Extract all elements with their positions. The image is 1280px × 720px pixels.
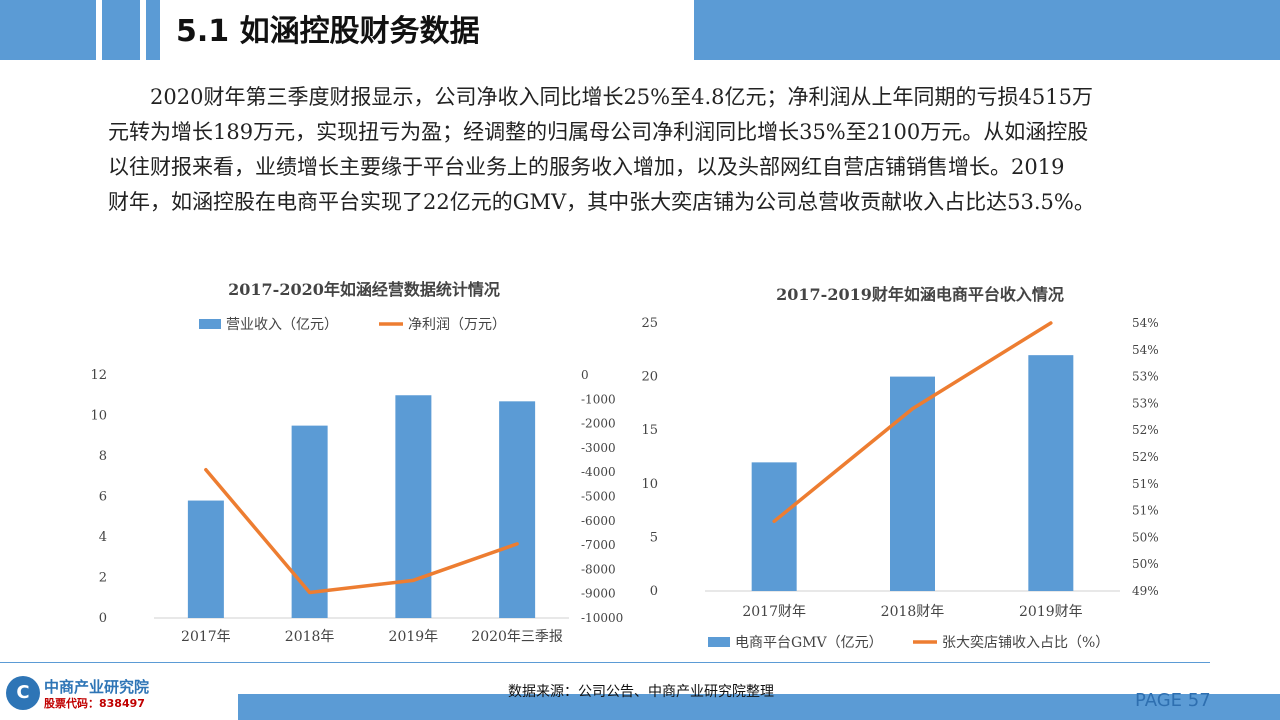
y-right-tick-label: -1000	[581, 392, 616, 406]
line-series	[772, 321, 1053, 524]
header-block-2	[102, 0, 140, 60]
y-right-tick-label: 52%	[1132, 450, 1159, 464]
y-left-tick-label: 15	[641, 423, 658, 438]
y-left-tick-label: 5	[650, 530, 658, 545]
y-left-tick-label: 12	[90, 368, 107, 383]
x-tick-label: 2018年	[285, 629, 335, 645]
y-right-tick-label: -9000	[581, 587, 616, 601]
bar	[751, 462, 797, 591]
y-left-tick-label: 4	[99, 530, 107, 545]
summary-paragraph: 2020财年第三季度财报显示，公司净收入同比增长25%至4.8亿元；净利润从上年…	[108, 80, 1203, 220]
company-logo-icon: C	[6, 676, 40, 710]
legend-bar-swatch	[199, 319, 221, 329]
y-right-tick-label: -2000	[581, 417, 616, 431]
y-left-tick-label: 10	[641, 477, 658, 492]
footer-divider	[0, 662, 1210, 663]
stock-code: 股票代码：838497	[44, 697, 145, 710]
x-tick-label: 2017财年	[742, 604, 806, 620]
y-right-tick-label: 49%	[1132, 584, 1159, 598]
bar	[395, 395, 432, 618]
y-right-tick-label: -6000	[581, 514, 616, 528]
chart-title: 2017-2020年如涵经营数据统计情况	[228, 280, 500, 299]
y-left-tick-label: 0	[99, 611, 107, 626]
y-left-tick-label: 10	[90, 409, 107, 424]
paragraph-line: 财年，如涵控股在电商平台实现了22亿元的GMV，其中张大奕店铺为公司总营收贡献收…	[108, 190, 1095, 214]
company-name: 中商产业研究院	[44, 678, 150, 696]
bar	[187, 500, 224, 618]
chart-title: 2017-2019财年如涵电商平台收入情况	[776, 285, 1064, 304]
bar	[291, 425, 328, 618]
footer-bar	[238, 694, 1280, 720]
y-right-tick-label: 50%	[1132, 530, 1159, 544]
page-number: PAGE 57	[1135, 690, 1211, 711]
y-right-tick-label: 50%	[1132, 557, 1159, 571]
y-right-tick-label: 0	[581, 368, 589, 382]
y-right-tick-label: -3000	[581, 441, 616, 455]
y-right-tick-label: 51%	[1132, 477, 1159, 491]
legend-label: 张大奕店铺收入占比（%）	[942, 635, 1109, 651]
y-right-tick-label: 53%	[1132, 370, 1159, 384]
y-right-tick-label: 51%	[1132, 504, 1159, 518]
data-source: 数据来源：公司公告、中商产业研究院整理	[508, 684, 774, 700]
y-right-tick-label: 54%	[1132, 343, 1159, 357]
y-right-tick-label: 53%	[1132, 396, 1159, 410]
page-title: 5.1 如涵控股财务数据	[176, 14, 480, 49]
y-right-tick-label: -5000	[581, 490, 616, 504]
y-left-tick-label: 2	[99, 571, 107, 586]
chart-operating-data: 2017-2020年如涵经营数据统计情况 0 2 4 6 8 10 12 0 -1000 -2000…	[90, 280, 623, 645]
y-left-tick-label: 25	[641, 316, 658, 331]
header-block-3	[146, 0, 160, 60]
legend-label: 净利润（万元）	[408, 317, 506, 333]
legend-label: 电商平台GMV（亿元）	[735, 635, 883, 651]
bar	[499, 401, 536, 618]
legend-label: 营业收入（亿元）	[226, 317, 338, 333]
x-tick-label: 2020年三季报	[471, 629, 563, 645]
legend-bar-swatch	[708, 637, 730, 647]
bar	[890, 376, 935, 591]
bar	[1028, 355, 1074, 591]
header-block-1	[0, 0, 96, 60]
chart-ecommerce-revenue: 2017-2019财年如涵电商平台收入情况 0 5 10 15 20 25 49% 50% 50%…	[641, 285, 1159, 651]
x-tick-label: 2018财年	[881, 604, 945, 620]
y-left-tick-label: 8	[99, 449, 107, 464]
y-right-tick-label: 54%	[1132, 316, 1159, 330]
y-right-tick-label: 52%	[1132, 423, 1159, 437]
y-left-tick-label: 6	[99, 490, 107, 505]
y-right-tick-label: -10000	[581, 611, 623, 625]
y-right-tick-label: -8000	[581, 562, 616, 576]
paragraph-line: 元转为增长189万元，实现扭亏为盈；经调整的归属母公司净利润同比增长35%至21…	[108, 120, 1089, 144]
paragraph-line: 2020财年第三季度财报显示，公司净收入同比增长25%至4.8亿元；净利润从上年…	[150, 85, 1093, 109]
line-series	[204, 468, 519, 595]
paragraph-line: 以往财报来看，业绩增长主要缘于平台业务上的服务收入增加，以及头部网红自营店铺销售…	[108, 155, 1065, 179]
y-left-tick-label: 0	[650, 584, 658, 599]
y-right-tick-label: -4000	[581, 465, 616, 479]
y-right-tick-label: -7000	[581, 538, 616, 552]
header-bar-right	[694, 0, 1280, 60]
x-tick-label: 2019财年	[1019, 604, 1083, 620]
y-left-tick-label: 20	[641, 370, 658, 385]
x-tick-label: 2017年	[181, 629, 231, 645]
x-tick-label: 2019年	[389, 629, 439, 645]
